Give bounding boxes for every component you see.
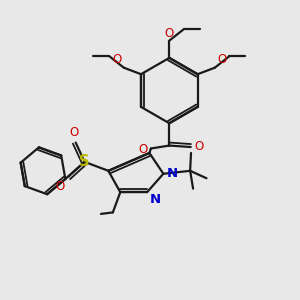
Text: O: O <box>70 126 79 139</box>
Text: O: O <box>112 53 122 67</box>
Text: O: O <box>165 27 174 40</box>
Text: N: N <box>166 167 178 180</box>
Text: O: O <box>56 180 65 193</box>
Text: O: O <box>217 53 226 67</box>
Text: O: O <box>194 140 203 153</box>
Text: O: O <box>138 143 147 156</box>
Text: S: S <box>80 154 90 169</box>
Text: N: N <box>150 194 161 206</box>
